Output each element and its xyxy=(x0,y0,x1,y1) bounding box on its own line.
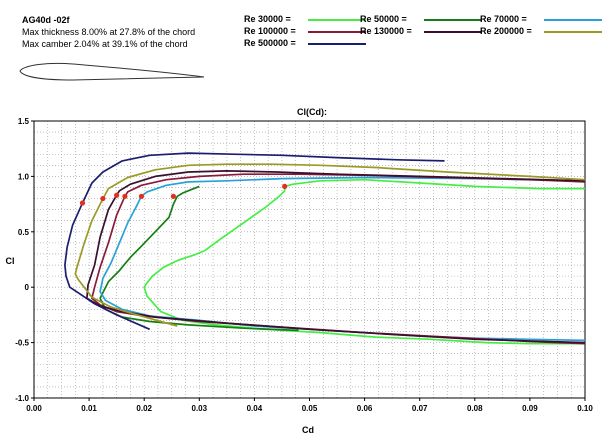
legend-swatch xyxy=(308,18,366,21)
marker-re-30000 xyxy=(282,183,288,189)
airfoil-profile-icon xyxy=(19,62,205,81)
legend-label: Re 70000 = xyxy=(480,14,527,24)
marker-re-200000 xyxy=(100,195,106,202)
y-tick-label: -1.0 xyxy=(15,394,29,403)
x-tick-label: 0.06 xyxy=(357,404,373,413)
legend-item-re200000: Re 200000 = xyxy=(480,26,602,38)
airfoil-info: AG40d -02f Max thickness 8.00% at 27.8% … xyxy=(22,14,195,50)
x-tick-label: 0.07 xyxy=(412,404,428,413)
series-re-30000 xyxy=(143,178,585,345)
x-tick-label: 0.10 xyxy=(577,404,593,413)
legend-label: Re 500000 = xyxy=(244,38,296,48)
legend-item-re70000: Re 70000 = xyxy=(480,14,602,26)
legend-swatch xyxy=(308,30,366,33)
marker-re-50000 xyxy=(170,193,177,199)
legend-swatch xyxy=(424,30,482,33)
legend-item-re50000: Re 50000 = xyxy=(360,14,482,26)
x-tick-label: 0.03 xyxy=(192,404,208,413)
legend-label: Re 130000 = xyxy=(360,26,412,36)
legend-swatch xyxy=(544,30,602,33)
legend-item-re100000: Re 100000 = xyxy=(244,26,366,38)
airfoil-name: AG40d -02f xyxy=(22,15,70,25)
legend-label: Re 50000 = xyxy=(360,14,407,24)
y-tick-label: -0.5 xyxy=(15,339,29,348)
chart-series xyxy=(64,152,586,345)
series-re-50000 xyxy=(99,185,299,332)
legend-label: Re 100000 = xyxy=(244,26,296,36)
legend-swatch xyxy=(424,18,482,21)
marker-re-130000 xyxy=(114,192,120,198)
series-re-130000 xyxy=(86,170,586,344)
x-axis-label: Cd xyxy=(302,425,314,435)
y-tick-label: 0 xyxy=(25,283,30,292)
series-re-200000 xyxy=(74,163,586,327)
y-tick-label: 1.0 xyxy=(18,172,30,181)
x-tick-label: 0.00 xyxy=(26,404,42,413)
legend-swatch xyxy=(308,42,366,45)
x-tick-label: 0.08 xyxy=(467,404,483,413)
thickness-text: Max thickness 8.00% at 27.8% of the chor… xyxy=(22,27,196,37)
y-tick-label: 0.5 xyxy=(18,228,30,237)
axis-ticks: 0.00 0.01 0.02 0.03 0.04 0.05 0.06 0.07 0.08 0.09… xyxy=(15,117,593,413)
marker-re-500000 xyxy=(79,200,86,206)
x-tick-label: 0.02 xyxy=(136,404,152,413)
x-tick-label: 0.04 xyxy=(247,404,263,413)
legend-item-re130000: Re 130000 = xyxy=(360,26,482,38)
marker-re-70000 xyxy=(138,193,145,199)
x-tick-label: 0.09 xyxy=(522,404,538,413)
x-tick-label: 0.05 xyxy=(302,404,318,413)
legend-swatch xyxy=(544,18,602,21)
chart-title: Cl(Cd): xyxy=(297,107,327,117)
legend-item-re500000: Re 500000 = xyxy=(244,38,366,50)
x-tick-label: 0.01 xyxy=(81,404,97,413)
legend-label: Re 30000 = xyxy=(244,14,291,24)
marker-re-100000 xyxy=(122,193,128,199)
legend-item-re30000: Re 30000 = xyxy=(244,14,366,26)
chart-markers xyxy=(79,183,288,206)
series-re-500000 xyxy=(64,152,445,331)
chart-grid xyxy=(33,120,586,399)
y-axis-label: Cl xyxy=(6,256,15,266)
legend-label: Re 200000 = xyxy=(480,26,532,36)
y-tick-label: 1.5 xyxy=(18,117,30,126)
camber-text: Max camber 2.04% at 39.1% of the chord xyxy=(22,39,188,49)
legend: Re 30000 = Re 50000 = Re 70000 = Re 1000… xyxy=(244,14,604,50)
